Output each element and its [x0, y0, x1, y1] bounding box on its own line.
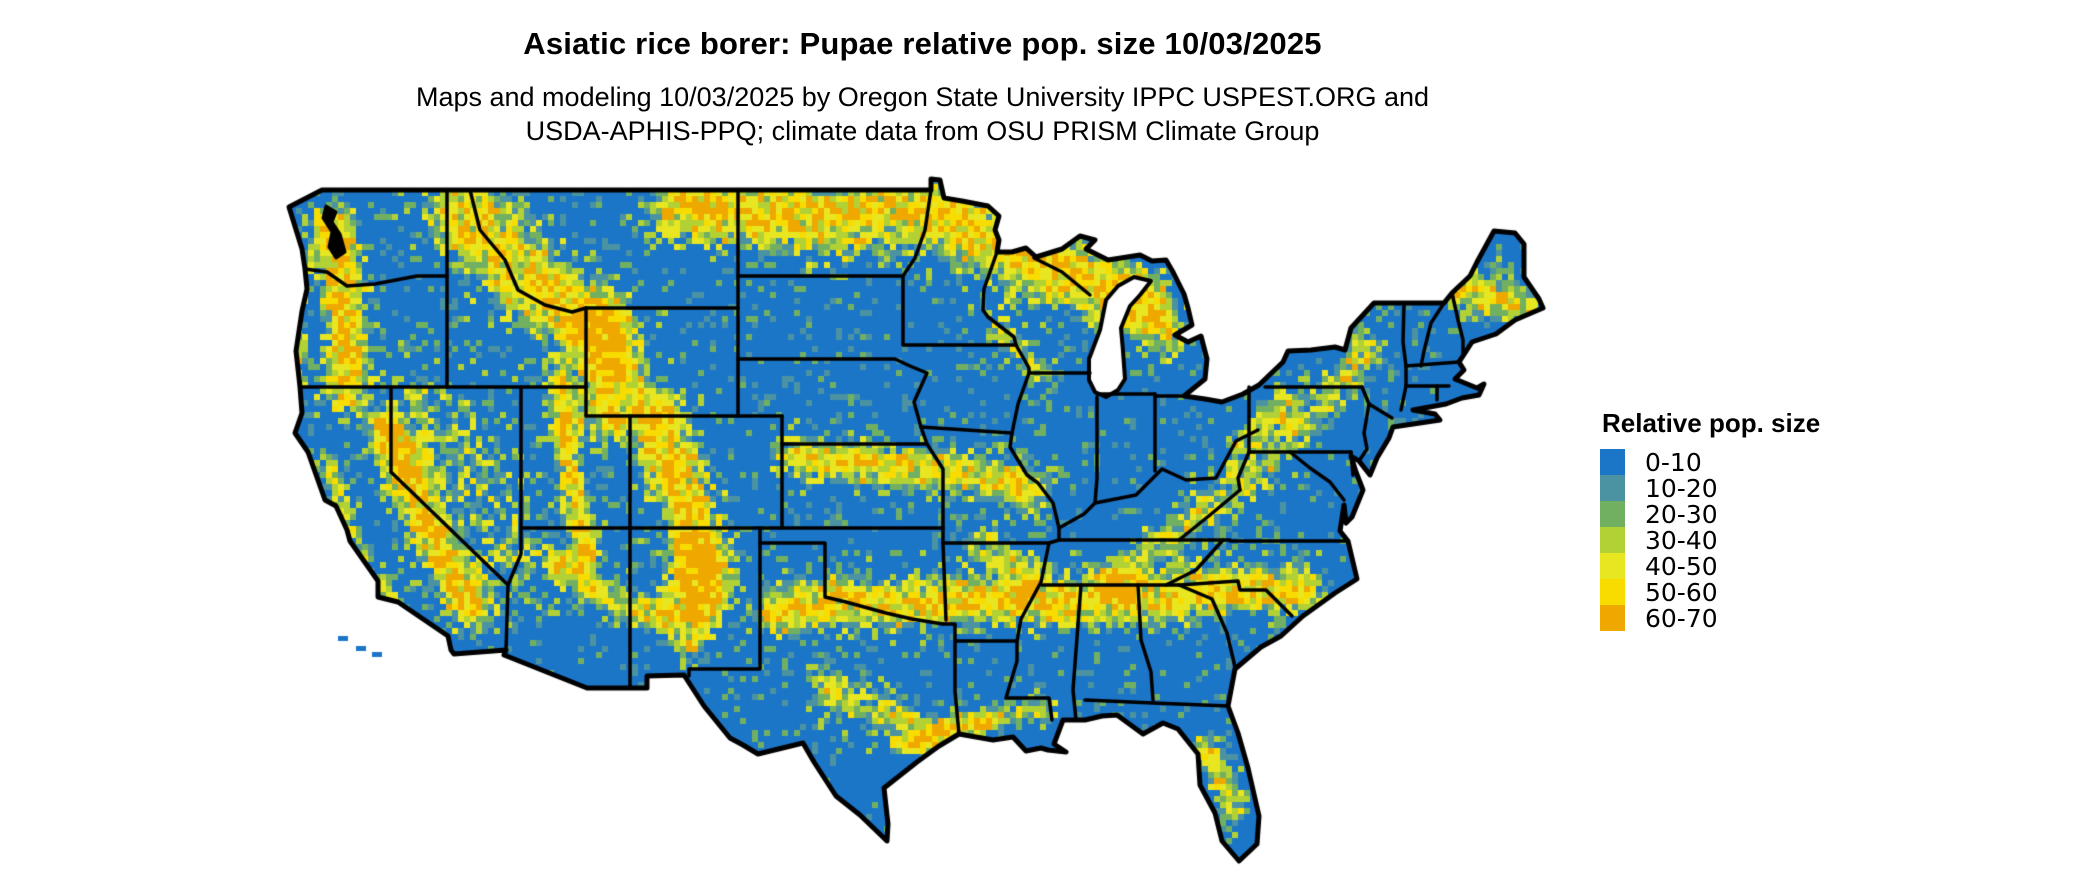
legend-label: 60-70 [1645, 603, 1718, 633]
legend-item: 60-70 [1600, 603, 1900, 633]
legend-item: 20-30 [1600, 499, 1900, 529]
legend-label: 50-60 [1645, 577, 1718, 607]
subtitle-line-1: Maps and modeling 10/03/2025 by Oregon S… [415, 82, 1430, 112]
header: Asiatic rice borer: Pupae relative pop. … [0, 0, 1845, 148]
legend-item: 10-20 [1600, 473, 1900, 503]
legend-item: 40-50 [1600, 551, 1900, 581]
legend-swatch [1600, 553, 1625, 579]
page-title: Asiatic rice borer: Pupae relative pop. … [523, 26, 1322, 61]
legend-label: 0-10 [1645, 447, 1702, 477]
legend-swatch [1600, 527, 1625, 553]
legend-label: 40-50 [1645, 551, 1718, 581]
page-subtitle: Maps and modeling 10/03/2025 by Oregon S… [0, 62, 1845, 148]
legend-item: 30-40 [1600, 525, 1900, 555]
legend-swatch [1600, 605, 1625, 631]
legend-swatch [1600, 475, 1625, 501]
legend-swatch [1600, 501, 1625, 527]
legend-swatch [1600, 579, 1625, 605]
legend-items: 0-10 10-20 20-30 30-40 40-50 50-60 60-70 [1600, 447, 1900, 633]
legend-swatch [1600, 449, 1625, 475]
legend-item: 0-10 [1600, 447, 1900, 477]
subtitle-line-2: USDA-APHIS-PPQ; climate data from OSU PR… [525, 116, 1320, 146]
legend-title: Relative pop. size [1602, 408, 1821, 438]
legend-label: 30-40 [1645, 525, 1718, 555]
legend-label: 10-20 [1645, 473, 1718, 503]
legend: Relative pop. size 0-10 10-20 20-30 30-40 40… [1600, 408, 1900, 633]
legend-label: 20-30 [1645, 499, 1718, 529]
legend-item: 50-60 [1600, 577, 1900, 607]
